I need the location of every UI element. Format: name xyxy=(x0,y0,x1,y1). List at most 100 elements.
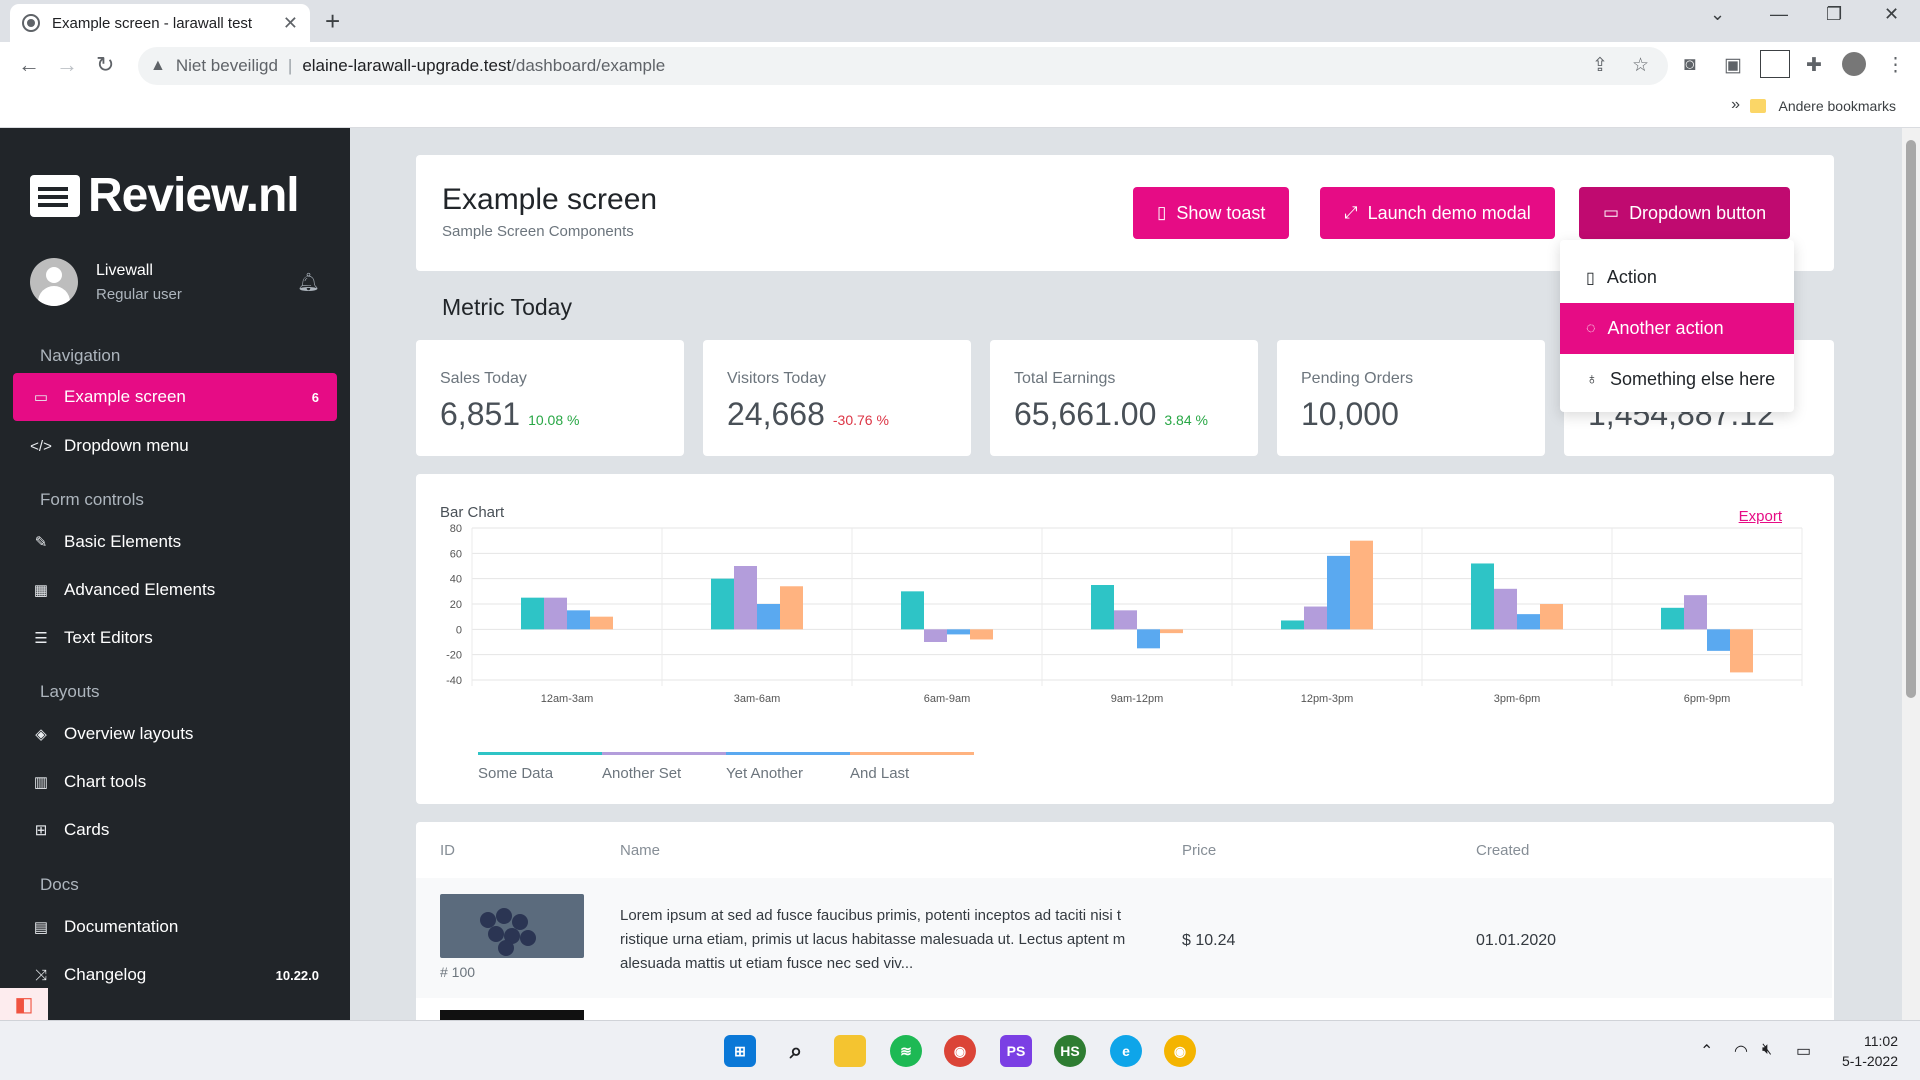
logo[interactable]: Review.nl xyxy=(30,168,300,223)
legend-item[interactable]: Another Set xyxy=(602,752,726,782)
column-header-created[interactable]: Created xyxy=(1476,842,1530,859)
show-toast-button[interactable]: ▯ Show toast xyxy=(1133,187,1290,239)
calendar-icon: ▦ xyxy=(33,582,49,599)
bar xyxy=(1471,563,1494,630)
back-icon[interactable]: ← xyxy=(18,52,40,77)
sidebar-item-chart-tools[interactable]: ▥ Chart tools xyxy=(13,758,337,806)
metric-label: Sales Today xyxy=(440,370,527,387)
x-tick-label: 9am-12pm xyxy=(1111,693,1164,705)
heidisql-icon[interactable]: HS xyxy=(1054,1035,1086,1067)
section-layouts: Layouts xyxy=(40,682,100,701)
column-header-name[interactable]: Name xyxy=(620,842,661,859)
volume-muted-icon[interactable]: 🔇︎ xyxy=(1762,1041,1773,1058)
camera-icon[interactable]: ◙ xyxy=(1684,54,1696,75)
dropdown-item-label: Action xyxy=(1606,267,1657,287)
extension-box-icon[interactable] xyxy=(1760,50,1790,78)
x-tick-label: 12pm-3pm xyxy=(1301,693,1354,705)
sidebar-item-documentation[interactable]: ▤ Documentation xyxy=(13,903,337,951)
chrome-icon[interactable]: ◉ xyxy=(944,1035,976,1067)
column-header-id[interactable]: ID xyxy=(440,842,455,859)
system-clock[interactable]: 11:02 5-1-2022 xyxy=(1842,1031,1898,1071)
legend-item[interactable]: And Last xyxy=(850,752,974,782)
sidebar-item-advanced-elements[interactable]: ▦ Advanced Elements xyxy=(13,566,337,614)
phpstorm-icon[interactable]: PS xyxy=(1000,1035,1032,1067)
sidebar-item-text-editors[interactable]: ☰ Text Editors xyxy=(13,614,337,662)
bookmarks-overflow-button[interactable]: » xyxy=(1731,96,1740,113)
forward-icon[interactable]: → xyxy=(56,52,78,77)
minimize-button[interactable]: — xyxy=(1770,4,1788,24)
bar xyxy=(901,591,924,630)
metric-value: 6,851 xyxy=(440,396,521,432)
row-price: $ 10.24 xyxy=(1182,932,1236,949)
wifi-icon[interactable]: ◠ xyxy=(1734,1043,1748,1060)
metric-change: 3.84 % xyxy=(1164,412,1208,428)
bar xyxy=(567,610,590,630)
dropdown-item-something-else[interactable]: ♁ Something else here xyxy=(1560,354,1794,405)
x-tick-label: 3pm-6pm xyxy=(1494,693,1540,705)
laravel-debugbar-icon[interactable]: ◧ xyxy=(0,988,48,1020)
spotify-icon[interactable]: ≋ xyxy=(890,1035,922,1067)
page-scrollbar[interactable] xyxy=(1902,128,1920,1020)
button-label: Launch demo modal xyxy=(1367,202,1531,223)
file-explorer-icon[interactable] xyxy=(834,1035,866,1067)
metric-value: 10,000 xyxy=(1301,396,1399,432)
browser-tab[interactable]: Example screen - larawall test ✕ xyxy=(10,4,310,42)
bell-icon[interactable]: 🔔︎ xyxy=(297,271,320,292)
sidebar-item-example-screen[interactable]: ▭ Example screen 6 xyxy=(13,373,337,421)
launch-modal-button[interactable]: ⤢ Launch demo modal xyxy=(1320,187,1555,239)
clock-time: 11:02 xyxy=(1864,1033,1898,1049)
new-tab-button[interactable]: + xyxy=(325,6,341,36)
bookmark-folder[interactable]: Andere bookmarks xyxy=(1750,98,1896,114)
legend-item[interactable]: Yet Another xyxy=(726,752,850,782)
dropdown-button[interactable]: ▭ Dropdown button xyxy=(1579,187,1791,239)
windows-start-icon[interactable]: ⊞ xyxy=(724,1035,756,1067)
tab-search-icon[interactable]: ⌄ xyxy=(1710,4,1726,24)
table-row[interactable]: # 100 Lorem ipsum at sed ad fusce faucib… xyxy=(416,878,1832,998)
edge-icon[interactable]: e xyxy=(1110,1035,1142,1067)
dropdown-item-another-action[interactable]: ◌ Another action xyxy=(1560,303,1794,354)
sidebar-item-changelog[interactable]: ⤨ Changelog 10.22.0 xyxy=(13,951,337,999)
bar xyxy=(947,629,970,635)
scrollbar-thumb[interactable] xyxy=(1906,140,1916,698)
avatar[interactable] xyxy=(30,258,78,306)
y-tick-label: 0 xyxy=(456,624,462,636)
sidebar: Review.nl Livewall Regular user 🔔︎ Navig… xyxy=(0,128,350,1020)
bar xyxy=(1730,629,1753,673)
battery-icon[interactable]: ▭ xyxy=(1796,1043,1812,1060)
sidebar-item-cards[interactable]: ⊞ Cards xyxy=(13,806,337,854)
chrome-canary-icon[interactable]: ◉ xyxy=(1164,1035,1196,1067)
export-link[interactable]: Export xyxy=(1738,508,1782,525)
chart-legend: Some Data Another Set Yet Another And Last xyxy=(478,752,974,782)
sidebar-item-basic-elements[interactable]: ✎ Basic Elements xyxy=(13,518,337,566)
clipboard-icon: ▯ xyxy=(1586,269,1595,287)
puzzle-icon[interactable]: ✚ xyxy=(1806,55,1822,76)
bookmarks-bar: » Andere bookmarks xyxy=(0,90,1920,128)
maximize-button[interactable]: ❐ xyxy=(1826,4,1843,24)
profile-avatar[interactable] xyxy=(1842,52,1866,76)
dropdown-item-action[interactable]: ▯ Action xyxy=(1560,252,1794,303)
search-icon[interactable]: ⌕ xyxy=(789,1038,803,1063)
sidebar-item-label: Text Editors xyxy=(64,628,153,647)
menu-icon[interactable]: ⋮ xyxy=(1886,55,1905,76)
column-header-price[interactable]: Price xyxy=(1182,842,1217,859)
bar xyxy=(711,578,734,630)
share-icon[interactable]: ⇪ xyxy=(1592,55,1608,76)
sidebar-item-dropdown-menu[interactable]: </> Dropdown menu xyxy=(13,422,337,470)
star-icon[interactable]: ☆ xyxy=(1632,55,1650,76)
chevron-up-icon[interactable]: ⌃ xyxy=(1700,1043,1714,1060)
close-icon[interactable]: ✕ xyxy=(282,12,298,33)
close-window-button[interactable]: ✕ xyxy=(1884,4,1900,24)
bar xyxy=(544,597,567,630)
extension-icon[interactable]: ▣ xyxy=(1724,55,1742,76)
bar xyxy=(1327,555,1350,630)
address-bar[interactable]: ▲ Niet beveiligd | elaine-larawall-upgra… xyxy=(138,47,1668,85)
code-icon: </> xyxy=(30,437,52,455)
maximize-icon: ⤢ xyxy=(1344,203,1358,222)
browser-toolbar: ← → ↻ ▲ Niet beveiligd | elaine-larawall… xyxy=(0,42,1920,90)
reload-icon[interactable]: ↻ xyxy=(96,52,115,77)
dropdown-menu: ▯ Action ◌ Another action ♁ Something el… xyxy=(1560,240,1794,412)
sidebar-item-overview-layouts[interactable]: ◈ Overview layouts xyxy=(13,710,337,758)
x-tick-label: 3am-6am xyxy=(734,693,780,705)
legend-item[interactable]: Some Data xyxy=(478,752,602,782)
chart-card: Bar Chart Export 80 60 40 20 0 -20 -40 12am-3am… xyxy=(416,474,1834,804)
